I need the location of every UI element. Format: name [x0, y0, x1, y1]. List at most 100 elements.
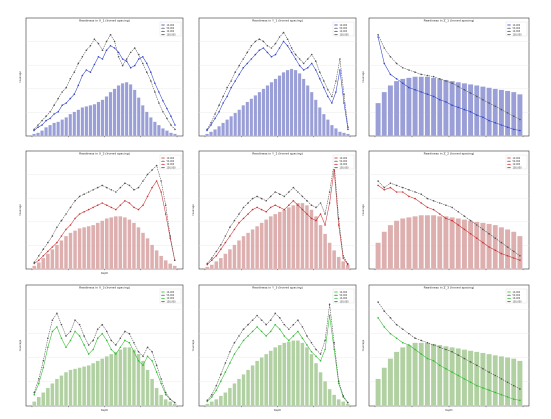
series-point	[306, 335, 308, 337]
bar	[100, 358, 105, 407]
series-point	[328, 202, 331, 204]
legend-marker	[335, 34, 337, 36]
series-point	[60, 323, 63, 326]
bar	[113, 216, 118, 270]
series-point	[298, 58, 301, 60]
bar	[100, 220, 105, 270]
bar	[165, 130, 169, 137]
series-point	[115, 353, 117, 355]
bar	[118, 349, 123, 407]
bar	[250, 365, 255, 407]
series-point	[41, 119, 43, 122]
series-point	[333, 341, 335, 344]
series-point	[65, 228, 67, 231]
series-point	[306, 200, 308, 202]
panel-title: Readiness in Y_1 (Ironed spacing)	[252, 19, 303, 23]
series-point	[33, 261, 36, 264]
series-point	[270, 47, 273, 49]
series-point	[389, 182, 392, 184]
series-point	[124, 182, 126, 184]
bar	[480, 222, 486, 270]
series-point	[445, 367, 447, 370]
series-point	[383, 47, 386, 49]
series-point	[519, 118, 521, 121]
legend-label: 10,000	[513, 157, 521, 160]
series-point	[301, 326, 304, 328]
series-point	[45, 119, 47, 122]
series-point	[101, 323, 104, 326]
series-point	[150, 80, 152, 82]
series-point	[33, 391, 36, 394]
legend-label: 100,000	[513, 166, 523, 169]
series-point	[242, 339, 245, 342]
series-point	[288, 191, 290, 193]
series-point	[506, 381, 509, 384]
series-point	[51, 246, 54, 248]
series-point	[89, 71, 92, 73]
series-point	[215, 384, 218, 387]
series-point	[395, 323, 398, 326]
series-point	[512, 398, 515, 401]
bar	[76, 109, 81, 137]
legend-marker	[508, 27, 510, 29]
panel-title: Readiness in X_3 (Ironed spacing)	[79, 286, 130, 290]
bar	[73, 368, 78, 407]
bar	[59, 240, 64, 270]
series-point	[519, 259, 521, 262]
series-point	[42, 248, 45, 250]
series-point	[61, 91, 64, 93]
series-point	[97, 56, 100, 58]
bar	[341, 401, 346, 407]
series-point	[101, 49, 104, 51]
series-point	[128, 332, 131, 335]
series-point	[331, 95, 333, 98]
series-point	[224, 371, 227, 373]
legend-marker	[508, 291, 510, 293]
series-point	[310, 204, 313, 206]
series-point	[174, 124, 176, 126]
series-point	[306, 213, 308, 215]
bar	[96, 101, 101, 137]
bar	[245, 101, 250, 137]
series-point	[306, 344, 308, 346]
series-point	[109, 34, 112, 36]
series-point	[270, 56, 273, 58]
series-point	[265, 211, 267, 213]
series-point	[506, 255, 509, 257]
series-point	[78, 335, 81, 337]
bar	[218, 257, 223, 270]
series-point	[119, 337, 122, 340]
series-point	[519, 399, 521, 402]
series-point	[121, 58, 124, 60]
series-point	[206, 128, 208, 131]
series-point	[401, 82, 404, 84]
series-point	[298, 64, 301, 67]
bar	[474, 221, 480, 270]
series-point	[283, 335, 286, 337]
bar	[112, 88, 117, 137]
bar	[281, 72, 286, 137]
legend-box	[505, 21, 528, 37]
series-point	[65, 335, 67, 337]
series-point	[426, 93, 429, 95]
bar	[127, 219, 132, 270]
legend-label: 50,000	[167, 27, 175, 30]
series-point	[158, 102, 160, 104]
legend-marker	[162, 160, 164, 162]
series-point	[323, 80, 325, 82]
series-point	[69, 339, 72, 342]
series-point	[475, 114, 478, 116]
series-point	[154, 91, 156, 93]
bar	[330, 124, 334, 137]
bar	[273, 213, 278, 270]
series-point	[133, 47, 136, 49]
bar	[317, 107, 322, 137]
bar	[393, 351, 400, 407]
series-point	[346, 262, 349, 265]
bar	[205, 403, 210, 407]
series-point	[519, 129, 521, 132]
bar	[218, 395, 223, 407]
bar	[149, 117, 153, 137]
series-point	[282, 40, 285, 43]
panel-r1c2: Readiness in Z_2 (Ironed spacing) 10,0005…	[362, 150, 530, 271]
